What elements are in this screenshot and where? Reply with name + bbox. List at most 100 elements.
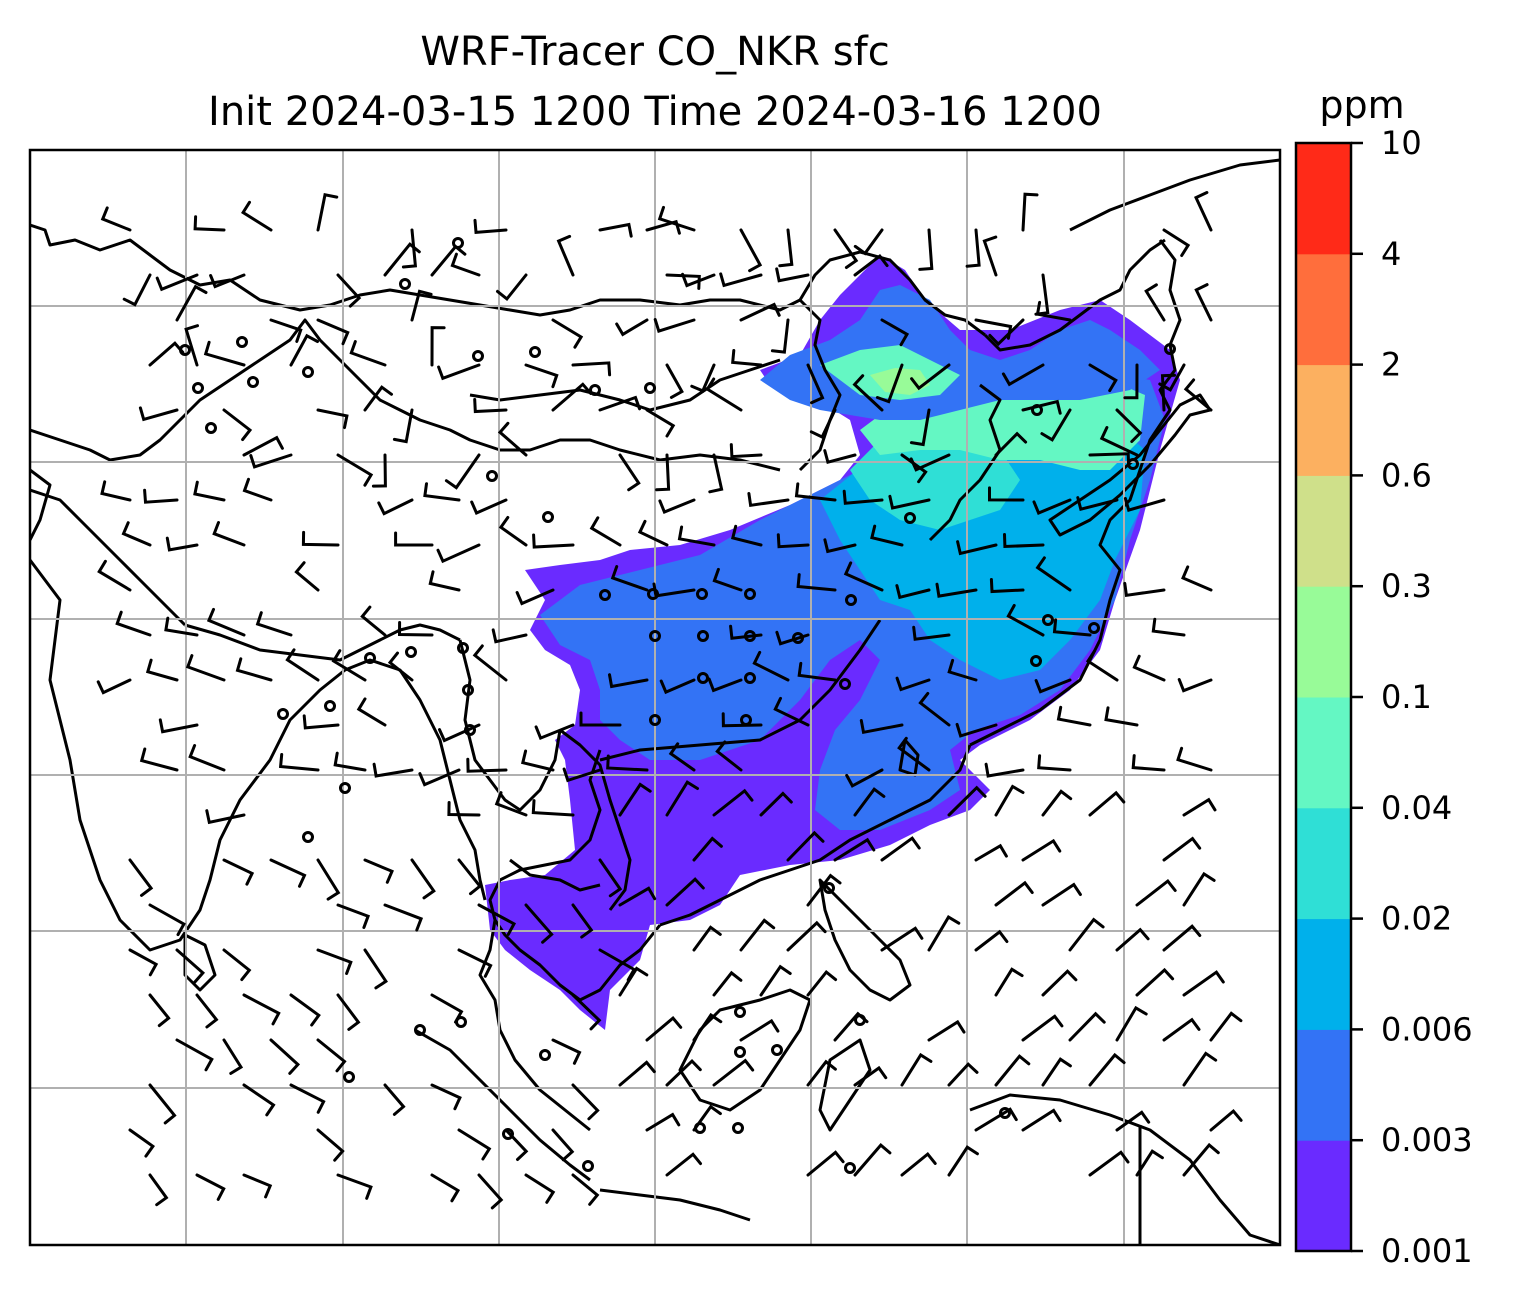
wind-barb: [524, 903, 554, 944]
calm-wind-marker: [904, 512, 916, 524]
wind-barb: [833, 228, 859, 269]
wind-barb: [637, 519, 669, 547]
wind-barb: [242, 477, 273, 502]
calm-wind-marker: [486, 470, 498, 482]
wind-barb: [285, 648, 320, 682]
wind-barb: [316, 408, 349, 430]
wind-barb: [912, 625, 951, 641]
wind-barb: [1209, 1108, 1243, 1132]
wind-barb: [450, 252, 481, 277]
wind-barb: [401, 228, 418, 269]
wind-barb: [618, 966, 649, 997]
wind-barb: [707, 677, 743, 693]
wind-barb: [739, 302, 781, 322]
wind-barb: [444, 453, 481, 490]
wind-barb: [712, 788, 754, 817]
wind-barb: [1135, 967, 1175, 997]
wind-barb: [100, 206, 132, 232]
wind-barb: [562, 767, 602, 783]
calm-wind-marker: [502, 1128, 514, 1140]
wind-barb: [336, 903, 371, 929]
wind-barb: [1088, 790, 1126, 817]
colorbar-tick-label: 0.6: [1381, 456, 1432, 494]
wind-barb: [797, 661, 837, 682]
calm-wind-marker: [462, 684, 474, 696]
wind-barb: [598, 858, 623, 898]
coastline-bay-of-bengal: [344, 658, 487, 901]
wind-barb: [692, 1104, 722, 1132]
wind-barb: [974, 843, 1008, 862]
calm-wind-marker: [732, 1122, 744, 1134]
wind-barb: [900, 1052, 933, 1087]
wind-barb: [1181, 565, 1213, 592]
wind-barb: [1041, 789, 1073, 817]
wind-barb: [712, 567, 743, 592]
wind-barb: [1076, 496, 1119, 512]
calm-wind-marker: [582, 1160, 594, 1172]
wind-barb: [690, 363, 716, 393]
wind-barb: [918, 691, 951, 727]
wind-barb: [571, 903, 594, 939]
wind-barb: [984, 762, 1025, 778]
wind-barb: [316, 1038, 347, 1073]
border-west-asia: [30, 488, 187, 627]
wind-barb: [715, 740, 743, 772]
wind-barb: [571, 993, 602, 1031]
wind-barb: [729, 624, 763, 640]
wind-barb: [935, 582, 978, 598]
wind-barb: [394, 531, 434, 547]
wind-barb: [806, 1150, 845, 1177]
coastline-sulawesi: [818, 1038, 872, 1132]
wind-barb: [909, 453, 951, 472]
wind-barb: [712, 1058, 755, 1087]
calm-wind-marker: [734, 1046, 746, 1058]
wind-barb: [776, 533, 810, 549]
wind-barb: [138, 406, 179, 422]
wind-barb: [618, 886, 657, 907]
coastline-arabian-west: [30, 468, 52, 541]
calm-wind-marker: [457, 642, 469, 654]
wind-barb: [665, 1058, 702, 1087]
wind-barb: [316, 318, 350, 346]
wind-barb: [331, 649, 367, 682]
calm-wind-marker: [697, 630, 709, 642]
wind-barb: [316, 193, 339, 232]
wind-barb: [249, 453, 293, 469]
calm-wind-marker: [236, 336, 248, 348]
wind-barb: [387, 651, 414, 682]
wind-barb: [175, 948, 206, 984]
wind-barb: [1021, 1108, 1062, 1132]
wind-barb: [515, 588, 555, 606]
wind-barb: [759, 964, 792, 997]
wind-barb: [1056, 705, 1092, 727]
calm-wind-marker: [1030, 655, 1042, 667]
wind-barb: [982, 235, 998, 277]
wind-barb: [645, 1015, 683, 1042]
colorbar-tick-label: 0.001: [1381, 1232, 1473, 1270]
wind-barb: [606, 754, 649, 772]
wind-barb: [900, 1151, 937, 1177]
wind-barb: [430, 326, 446, 367]
wind-barb: [719, 272, 763, 288]
wind-barb: [729, 443, 763, 459]
wind-barb: [551, 382, 593, 412]
wind-barb: [994, 967, 1024, 997]
wind-barb: [1182, 1142, 1220, 1177]
wind-barb: [589, 516, 622, 547]
colorbar-tick-label: 4: [1381, 235, 1401, 273]
wind-barb: [466, 757, 508, 773]
wind-barb: [498, 516, 528, 547]
wind-barb: [1177, 678, 1213, 693]
border-central-asia: [30, 318, 781, 472]
wind-barb: [360, 605, 387, 637]
wind-barb: [956, 540, 998, 556]
colorbar-segment: [1296, 1140, 1351, 1252]
wind-barb: [473, 218, 508, 235]
wind-barb: [1132, 654, 1166, 682]
calm-wind-marker: [744, 588, 756, 600]
wind-barb: [392, 408, 414, 444]
border-korea: [928, 383, 1002, 542]
calm-wind-marker: [539, 1049, 551, 1061]
wind-barb: [770, 318, 790, 354]
